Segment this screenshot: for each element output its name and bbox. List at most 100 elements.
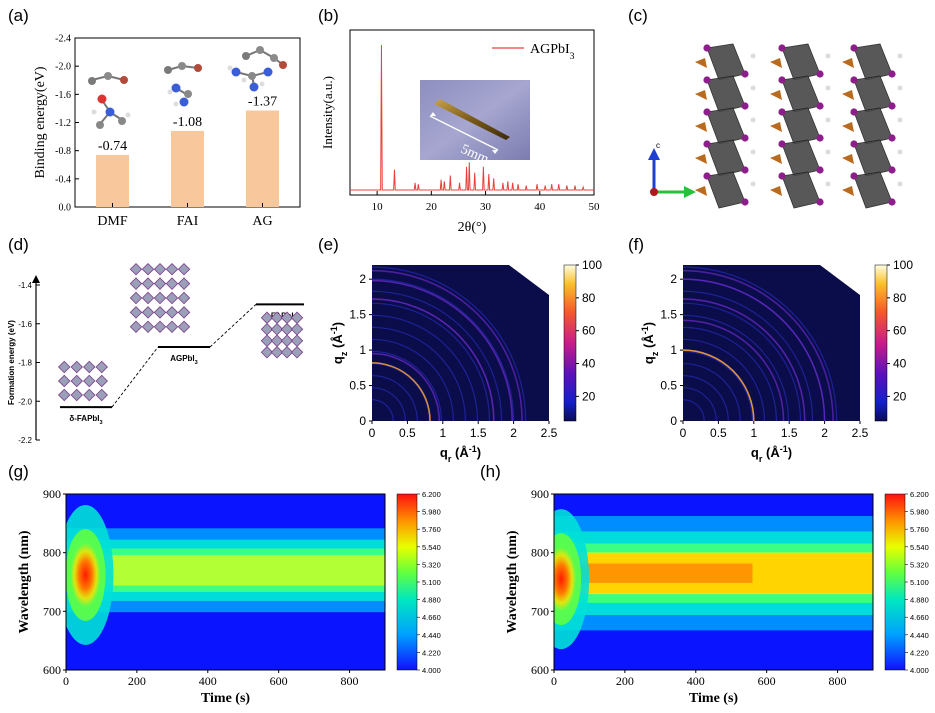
hydrogen-atom (825, 53, 831, 59)
x-axis-label: Time (s) (689, 691, 738, 706)
y-axis-label: Wavelength (nm) (17, 530, 32, 633)
colorbar-tick-label: 100 (893, 258, 913, 272)
diffraction-ring (683, 319, 785, 421)
iodine-atom (778, 76, 786, 84)
x-tick-label: 0.5 (710, 426, 727, 440)
connector-line (209, 304, 257, 348)
bar (171, 130, 204, 207)
hydrogen-atom (897, 53, 903, 59)
colorbar-tick-label: 4.880 (910, 596, 929, 605)
y-tick-label: 800 (43, 546, 61, 560)
structure-unit (153, 262, 167, 276)
colorbar-tick-label: 4.000 (910, 666, 929, 675)
hydrogen-atom (897, 85, 903, 91)
octahedron-shape (706, 107, 746, 145)
y-tick-label: 1.5 (349, 308, 366, 322)
structure-unit (260, 346, 274, 359)
cation-shape (842, 90, 854, 100)
colorbar-tick-label: 5.100 (422, 578, 441, 587)
octahedron-shape (781, 75, 821, 113)
octahedron-shape (781, 171, 821, 209)
cation-shape (770, 122, 782, 132)
octahedron-shape (853, 107, 893, 145)
colorbar-tick-label: 60 (893, 324, 907, 338)
x-tick-label: 1.5 (781, 426, 798, 440)
structure-unit (260, 311, 274, 324)
y-tick-label: 600 (43, 663, 61, 677)
giwaxs-pattern-e: 0 0.5 1 1.5 2 2.5 0 0.5 1 1.5 2 qr (Å-1) qz (Å-1) 100… (329, 258, 602, 464)
colorbar-tick-label: 4.440 (910, 631, 929, 640)
structure-unit (129, 262, 143, 276)
diffraction-ring (372, 298, 495, 421)
y-tick-label: -1.2 (55, 118, 71, 129)
structure-unit (270, 323, 284, 336)
iodine-atom (778, 108, 786, 116)
diffraction-ring (372, 352, 441, 421)
iodine-atom (888, 70, 896, 78)
background-ring (683, 399, 705, 421)
x-tick-label: AG (252, 214, 272, 229)
colorbar-tick-label: 4.660 (910, 613, 929, 622)
y-tick-label: 1.5 (660, 308, 677, 322)
x-tick-label: 200 (128, 674, 146, 688)
hotspot-peak (70, 542, 101, 607)
panel-label-g: (g) (8, 462, 29, 481)
xrd-pattern-chart: 10 20 30 40 50 AGPbI3 2θ(°) Intensity(a.u.) 5mm (320, 29, 600, 235)
iodine-atom (741, 102, 749, 110)
y-axis-label: Binding energy(eV) (33, 66, 48, 178)
colorbar-tick-label: 40 (582, 357, 596, 371)
background-ring (683, 362, 741, 421)
x-tick-label: 0 (369, 426, 376, 440)
plot-frame (65, 493, 386, 671)
y-tick-label: 900 (531, 487, 549, 501)
structure-unit (70, 360, 83, 374)
x-tick-label: 800 (829, 674, 847, 688)
structure-unit (270, 311, 284, 324)
x-axis-label: 2θ(°) (458, 220, 487, 235)
colorbar-tick-label: 4.220 (422, 648, 441, 657)
structure-unit (177, 262, 191, 276)
x-tick-label: DMF (97, 214, 128, 229)
colorbar-tick-label: 4.000 (422, 666, 441, 675)
y-tick-label: 700 (531, 604, 549, 618)
x-tick-label: 1 (439, 426, 446, 440)
cation-shape (695, 154, 707, 164)
structure-unit (70, 374, 83, 388)
octahedron-shape (706, 43, 746, 81)
y-axis-label: qz (Å-1) (640, 322, 660, 364)
y-tick-label: 2 (359, 272, 366, 286)
intensity-band (568, 563, 753, 583)
x-tick-label: 0 (63, 674, 69, 688)
background-ring (683, 290, 814, 421)
plot-frame (553, 493, 874, 671)
background-ring (683, 314, 790, 421)
structure-unit (280, 334, 294, 347)
x-axis-label: qr (Å-1) (751, 444, 792, 464)
plot-frame (349, 29, 595, 196)
hydrogen-atom (897, 149, 903, 155)
structure-unit (129, 320, 143, 334)
hydrogen-atom (897, 181, 903, 187)
y-tick-label: -1.6 (55, 90, 71, 101)
scattering-rings (683, 265, 860, 421)
background-ring (372, 387, 406, 421)
y-tick-label: 900 (43, 487, 61, 501)
background-ring (372, 290, 503, 421)
octahedron-shape (853, 75, 893, 113)
y-tick-label: 0.5 (660, 379, 677, 393)
colorbar-tick-label: 5.100 (910, 578, 929, 587)
cation-shape (695, 58, 707, 68)
x-tick-label: 400 (199, 674, 217, 688)
x-tick-label: 1 (750, 426, 757, 440)
background-ring (372, 314, 479, 421)
iodine-atom (778, 172, 786, 180)
hydrogen-atom (750, 117, 756, 123)
iodine-atom (741, 134, 749, 142)
colorbar-tick-label: 20 (893, 389, 907, 403)
hydrogen-atom (750, 149, 756, 155)
cation-shape (842, 58, 854, 68)
structure-unit (83, 360, 96, 374)
background-ring (372, 266, 527, 421)
crystal-photo-inset: 5mm (420, 80, 530, 167)
y-tick-label: -1.8 (18, 359, 32, 368)
